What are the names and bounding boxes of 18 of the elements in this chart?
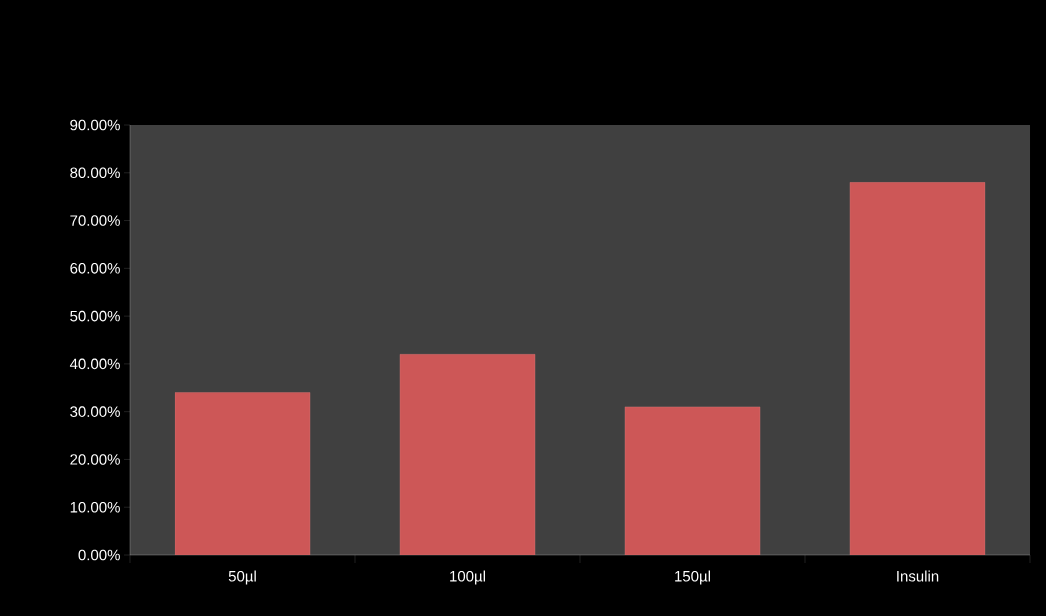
y-tick-label: 10.00% <box>70 501 120 513</box>
y-tick-label: 30.00% <box>70 406 120 417</box>
bar <box>849 182 986 555</box>
y-tick-label: 90.00% <box>70 119 120 131</box>
y-tick-label: 0.00% <box>78 549 120 561</box>
y-tick-label: 20.00% <box>70 454 120 465</box>
y-tick-label: 40.00% <box>69 358 120 370</box>
x-tick-label: 50µl <box>228 570 256 585</box>
x-tick-label: 150µl <box>675 570 710 585</box>
x-tick-label: 100µl <box>450 570 485 585</box>
y-tick-label: 60.00% <box>70 263 120 274</box>
y-tick-label: 50.00% <box>70 310 120 322</box>
y-tick-label: 70.00% <box>70 215 120 226</box>
bar <box>399 354 536 555</box>
x-tick-label: Insulin <box>897 570 939 582</box>
bar <box>624 406 761 555</box>
bar <box>174 392 311 555</box>
y-tick-label: 80.00% <box>70 167 120 179</box>
